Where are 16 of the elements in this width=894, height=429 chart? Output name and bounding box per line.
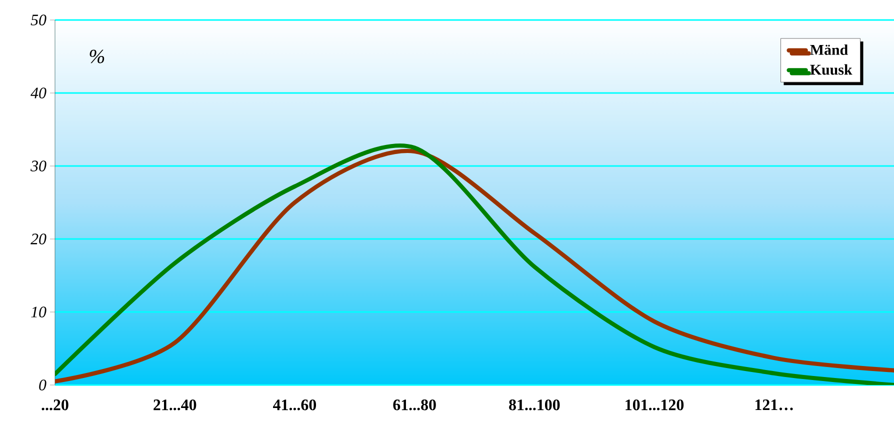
x-tick-label: 121… (756, 399, 793, 410)
legend-label: Mänd (810, 44, 848, 55)
y-tick-label: 10 (31, 306, 46, 318)
y-tick-label: 50 (30, 14, 46, 26)
y-axis-title: % (90, 50, 104, 64)
x-tick-label: ...20 (42, 399, 68, 410)
y-tick-label: 30 (30, 160, 46, 172)
x-tick-label: 41...60 (273, 399, 316, 410)
legend-label: Kuusk (810, 64, 852, 75)
x-tick-label: 81...100 (509, 399, 560, 410)
y-tick-label: 20 (30, 234, 46, 244)
y-tick-label: 0 (39, 380, 46, 390)
x-tick-label: 101...120 (626, 399, 684, 410)
x-tick-label: 61...80 (393, 399, 436, 410)
y-tick-label: 40 (30, 88, 46, 98)
x-tick-label: 21...40 (154, 399, 196, 410)
